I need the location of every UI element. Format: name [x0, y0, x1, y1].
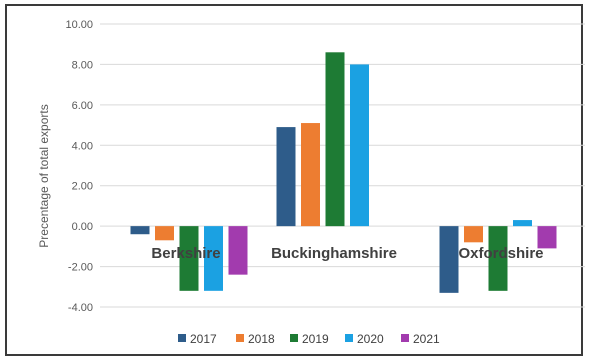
legend-swatch-2017 [178, 334, 186, 342]
y-tick-label: 10.00 [65, 19, 93, 31]
bar-oxfordshire-2021 [537, 226, 557, 249]
y-axis-label: Precentage of total exports [37, 104, 51, 247]
bar-berkshire-2021 [228, 226, 248, 275]
legend-label-2021: 2021 [413, 332, 440, 346]
legend-item-2021: 2021 [401, 332, 440, 346]
bar-oxfordshire-2019 [488, 226, 508, 291]
bar-buckinghamshire-2017 [276, 127, 296, 227]
legend-swatch-2018 [236, 334, 244, 342]
y-tick-label: -2.00 [68, 262, 93, 274]
legend-item-2019: 2019 [290, 332, 329, 346]
y-axis-ticks: -4.00 -2.00 0.00 2.00 4.00 6.00 8.00 10.00 [65, 19, 93, 314]
category-label-oxfordshire: Oxfordshire [458, 245, 543, 262]
y-tick-label: 6.00 [72, 100, 93, 112]
bar-buckinghamshire-2020 [350, 64, 369, 227]
bar-berkshire-2020 [204, 226, 223, 291]
legend-swatch-2021 [401, 334, 409, 342]
legend-item-2018: 2018 [236, 332, 275, 346]
bar-berkshire-2019 [179, 226, 199, 291]
bar-buckinghamshire-2019 [325, 52, 345, 227]
y-tick-label: 4.00 [72, 140, 93, 152]
bar-oxfordshire-2017 [439, 226, 459, 293]
legend-item-2020: 2020 [345, 332, 384, 346]
legend-label-2018: 2018 [248, 332, 275, 346]
legend-swatch-2020 [345, 334, 353, 342]
legend-label-2019: 2019 [302, 332, 329, 346]
bars [130, 52, 557, 293]
legend-item-2017: 2017 [178, 332, 217, 346]
category-label-buckinghamshire: Buckinghamshire [271, 245, 397, 262]
bar-berkshire-2017 [130, 226, 150, 235]
legend-label-2020: 2020 [357, 332, 384, 346]
y-tick-label: -4.00 [68, 302, 93, 314]
legend: 2017 2018 2019 2020 2021 [178, 332, 440, 346]
y-tick-label: 0.00 [72, 221, 93, 233]
bar-oxfordshire-2020 [513, 220, 532, 227]
legend-label-2017: 2017 [190, 332, 217, 346]
legend-swatch-2019 [290, 334, 298, 342]
bar-buckinghamshire-2018 [301, 123, 320, 227]
bar-oxfordshire-2018 [464, 226, 483, 243]
category-label-berkshire: Berkshire [151, 245, 220, 262]
y-tick-label: 8.00 [72, 59, 93, 71]
y-tick-label: 2.00 [72, 181, 93, 193]
category-labels: Berkshire Buckinghamshire Oxfordshire [151, 245, 543, 262]
bar-berkshire-2018 [155, 226, 174, 241]
